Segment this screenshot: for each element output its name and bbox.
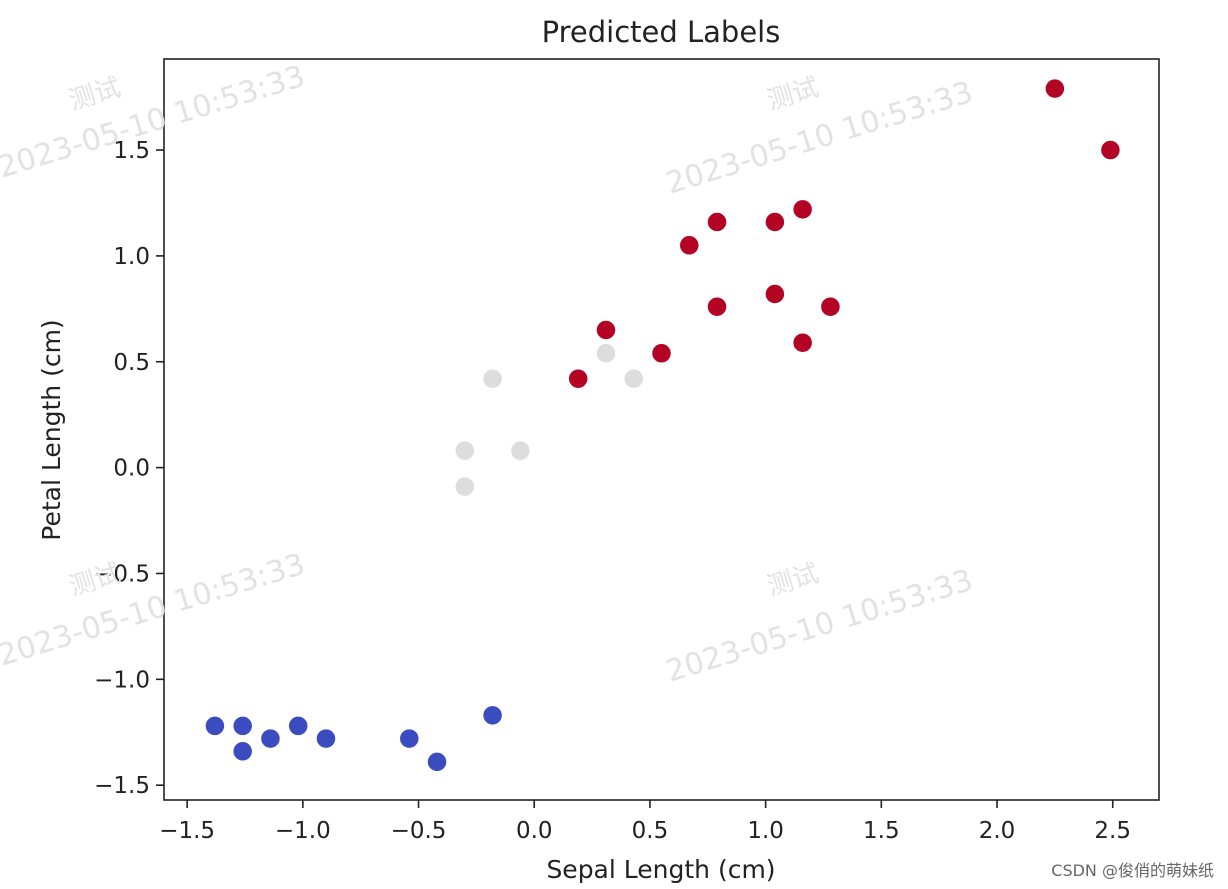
data-point [481,367,504,390]
data-point [426,751,448,773]
x-tick-label: −1.0 [275,818,331,844]
x-axis-ticks: −1.5 −1.0 −0.5 0.0 0.5 1.0 1.5 2.0 2.5 [159,800,1131,844]
y-tick-label: 1.0 [113,244,150,270]
x-tick-label: −1.5 [159,818,215,844]
y-tick-label: −1.5 [94,773,150,799]
data-point [706,211,728,233]
data-point [764,211,786,233]
data-point [1044,77,1066,100]
y-tick-label: 1.5 [113,138,150,164]
y-axis-label: Petal Length (cm) [37,319,66,540]
y-tick-label: 0.5 [113,350,150,376]
data-point [595,342,617,365]
data-point [259,727,282,750]
data-point [454,439,476,462]
x-tick-label: 0.5 [632,818,669,844]
plot-frame [163,58,1160,801]
y-tick-label: −1.0 [94,667,150,693]
x-tick-label: 2.0 [979,818,1016,844]
data-point [204,715,226,737]
credit-text: CSDN @俊俏的萌妹纸 [1051,861,1214,880]
data-point [287,715,309,737]
data-point [622,367,645,390]
data-point [567,367,589,390]
data-point [650,342,673,365]
data-point [819,295,842,318]
x-tick-label: −0.5 [391,818,447,844]
points-layer [204,77,1122,773]
data-point [231,740,254,763]
data-point [509,439,532,462]
data-point [791,331,814,354]
data-point [678,234,701,257]
data-point [791,198,814,221]
y-axis-ticks: −1.5 −1.0 −0.5 0.0 0.5 1.0 1.5 [94,138,164,799]
y-tick-label: −0.5 [94,561,150,587]
data-point [1099,139,1122,161]
x-tick-label: 1.5 [863,818,900,844]
data-point [706,295,728,318]
data-point [454,475,476,498]
data-point [764,283,786,305]
data-point [315,727,337,750]
chart-title: Predicted Labels [542,15,781,49]
data-point [231,715,254,737]
x-axis-label: Sepal Length (cm) [546,855,775,884]
y-tick-label: 0.0 [113,456,150,482]
data-point [481,704,504,727]
x-tick-label: 1.0 [747,818,784,844]
x-tick-label: 0.0 [516,818,553,844]
data-point [398,727,421,750]
data-point [595,319,617,341]
x-tick-label: 2.5 [1094,818,1131,844]
